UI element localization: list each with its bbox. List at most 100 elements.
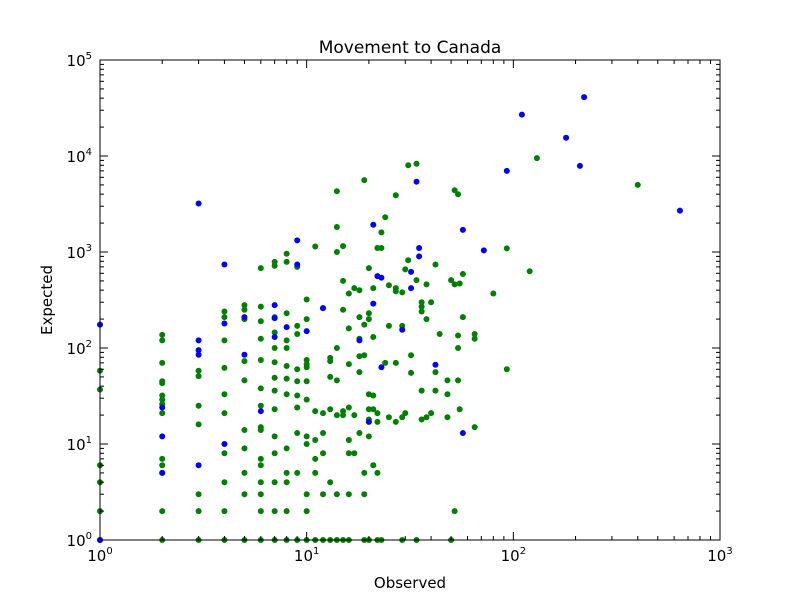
y-tick-label: 101 bbox=[67, 435, 92, 454]
data-point bbox=[392, 288, 399, 295]
data-point bbox=[241, 302, 248, 309]
data-point bbox=[294, 404, 301, 411]
data-point bbox=[356, 369, 363, 376]
data-point bbox=[320, 430, 327, 437]
data-point bbox=[361, 177, 368, 184]
data-point bbox=[480, 247, 487, 254]
data-point bbox=[271, 433, 278, 440]
data-point bbox=[159, 359, 166, 366]
data-point bbox=[257, 455, 264, 462]
data-point bbox=[221, 508, 228, 515]
data-point bbox=[271, 315, 278, 322]
data-point bbox=[159, 404, 166, 411]
data-point bbox=[283, 469, 290, 476]
data-point bbox=[195, 491, 202, 498]
data-point bbox=[271, 258, 278, 265]
data-point bbox=[370, 392, 377, 399]
data-point bbox=[257, 265, 264, 272]
data-point bbox=[283, 445, 290, 452]
x-tick-label: 101 bbox=[294, 546, 319, 565]
data-point bbox=[361, 491, 368, 498]
data-point bbox=[257, 408, 264, 415]
data-point bbox=[370, 334, 377, 341]
data-point bbox=[374, 418, 381, 425]
data-point bbox=[356, 287, 363, 294]
data-point bbox=[345, 450, 352, 457]
data-point bbox=[634, 181, 641, 188]
data-point bbox=[283, 362, 290, 369]
data-point bbox=[257, 462, 264, 469]
data-point bbox=[459, 226, 466, 233]
data-point bbox=[271, 374, 278, 381]
data-point bbox=[294, 261, 301, 268]
data-point bbox=[257, 335, 264, 342]
data-point bbox=[159, 410, 166, 417]
data-point bbox=[402, 410, 409, 417]
axis-ticks: 100 101 102 103 100 101 102 103 104 105 bbox=[67, 51, 733, 565]
data-point bbox=[294, 237, 301, 244]
data-point bbox=[283, 508, 290, 515]
data-point bbox=[423, 281, 430, 288]
data-point bbox=[392, 418, 399, 425]
data-point bbox=[327, 406, 334, 413]
data-point bbox=[455, 345, 462, 351]
data-point bbox=[370, 300, 377, 307]
data-point bbox=[271, 329, 278, 336]
data-point bbox=[503, 366, 510, 373]
data-point bbox=[159, 392, 166, 399]
data-point bbox=[159, 378, 166, 385]
data-point bbox=[257, 402, 264, 409]
data-point bbox=[159, 331, 166, 338]
data-point bbox=[455, 332, 462, 339]
data-point bbox=[365, 310, 372, 317]
data-point bbox=[444, 414, 451, 421]
data-point bbox=[257, 508, 264, 515]
data-point bbox=[333, 188, 340, 195]
data-point bbox=[413, 178, 420, 185]
data-point bbox=[283, 258, 290, 265]
data-point bbox=[416, 253, 423, 260]
data-point bbox=[320, 450, 327, 457]
data-point bbox=[444, 391, 451, 398]
y-tick-label: 100 bbox=[67, 531, 92, 550]
data-point bbox=[370, 462, 377, 469]
data-point bbox=[257, 318, 264, 325]
data-point bbox=[382, 359, 389, 366]
data-point bbox=[283, 391, 290, 398]
data-point bbox=[283, 479, 290, 486]
data-point bbox=[294, 378, 301, 385]
data-point bbox=[405, 162, 412, 169]
data-point bbox=[271, 406, 278, 413]
data-point bbox=[221, 261, 228, 268]
data-point bbox=[283, 375, 290, 382]
data-point bbox=[563, 134, 570, 141]
data-point bbox=[221, 364, 228, 371]
data-point bbox=[416, 245, 423, 252]
data-point bbox=[418, 308, 425, 315]
data-point bbox=[320, 491, 327, 498]
data-point bbox=[471, 424, 478, 431]
data-point bbox=[365, 433, 372, 440]
data-point bbox=[428, 410, 435, 417]
data-point bbox=[392, 192, 399, 199]
data-point bbox=[333, 249, 340, 255]
data-point bbox=[303, 396, 310, 403]
data-point bbox=[365, 406, 372, 413]
data-point bbox=[241, 445, 248, 452]
data-point bbox=[294, 330, 301, 337]
data-point bbox=[451, 281, 458, 288]
y-axis-label: Expected bbox=[38, 265, 56, 335]
data-point bbox=[340, 306, 347, 313]
data-point bbox=[459, 314, 466, 321]
data-point bbox=[356, 353, 363, 360]
data-point bbox=[455, 191, 462, 198]
data-point bbox=[195, 421, 202, 428]
data-point bbox=[333, 491, 340, 498]
data-point bbox=[221, 450, 228, 457]
data-point bbox=[283, 337, 290, 344]
data-point bbox=[365, 316, 372, 323]
data-point bbox=[351, 285, 358, 292]
data-point bbox=[340, 243, 347, 250]
